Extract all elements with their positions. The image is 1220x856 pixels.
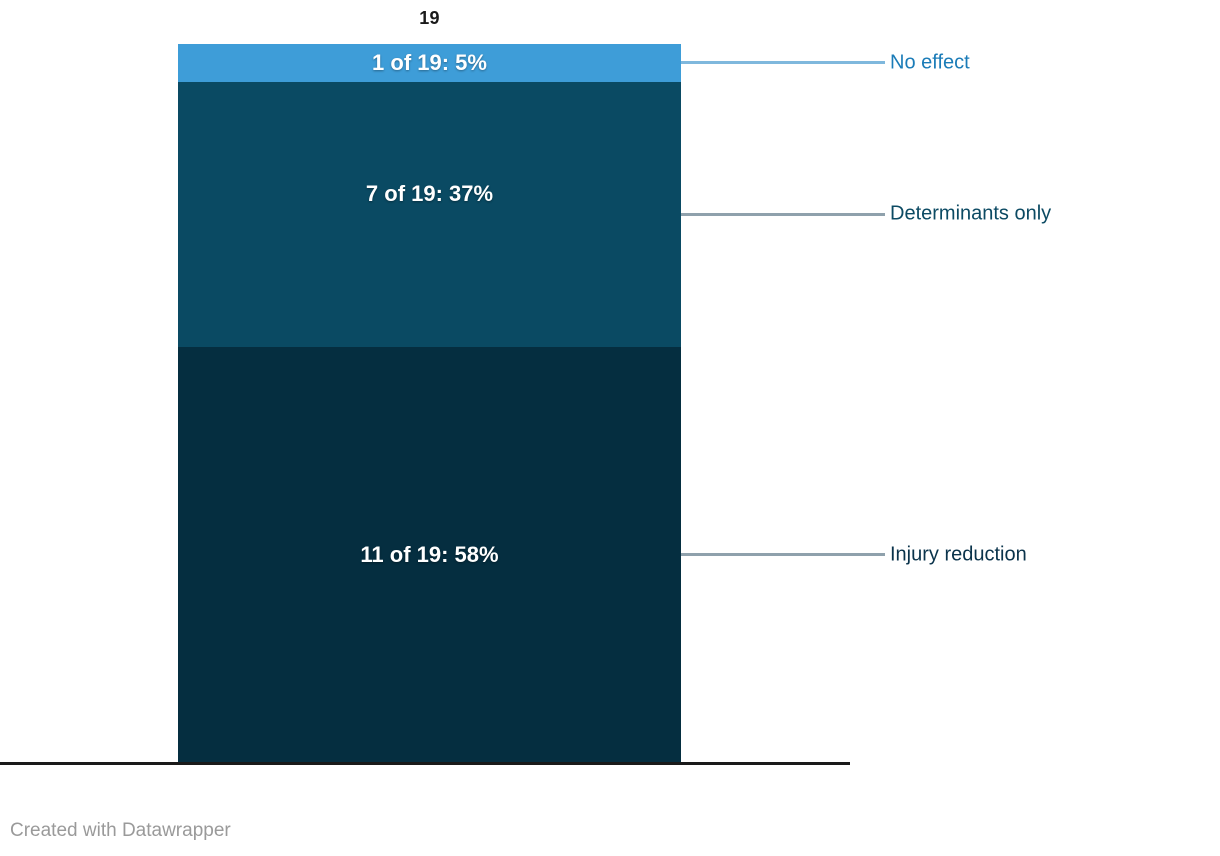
x-axis-line [0, 762, 850, 765]
connector-line-no-effect [681, 61, 885, 65]
segment-value-label: 11 of 19: 58% [360, 541, 499, 567]
segment-value-label: 7 of 19: 37% [365, 181, 494, 207]
connector-line-determinants-only [681, 212, 885, 216]
bar-segment-injury-reduction: 11 of 19: 58% [178, 346, 681, 763]
segment-value-label: 1 of 19: 5% [372, 49, 487, 75]
stacked-bar: 1 of 19: 5% 7 of 19: 37% 11 of 19: 58% [178, 44, 681, 763]
stack-total-label: 19 [419, 8, 440, 28]
attribution-text: Created with Datawrapper [10, 820, 231, 841]
category-label-no-effect: No effect [890, 51, 970, 74]
bar-segment-no-effect: 1 of 19: 5% [178, 44, 681, 82]
category-label-determinants-only: Determinants only [890, 202, 1052, 225]
connector-line-injury-reduction [681, 553, 885, 557]
bar-segment-determinants-only: 7 of 19: 37% [178, 81, 681, 347]
category-label-injury-reduction: Injury reduction [890, 543, 1027, 566]
